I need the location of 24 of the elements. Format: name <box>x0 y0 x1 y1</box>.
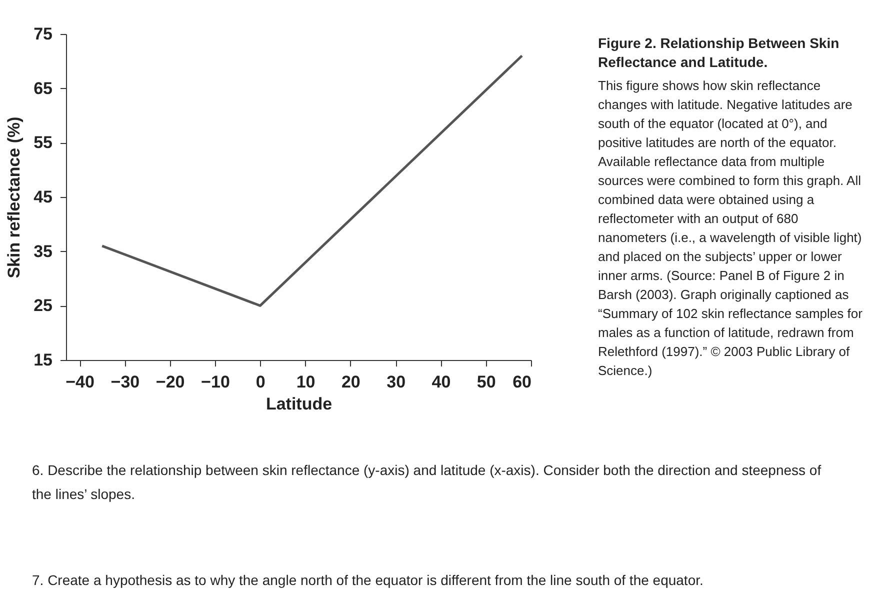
y-tick-label: 25 <box>34 296 52 316</box>
y-tick-label: 75 <box>34 24 52 44</box>
x-tick-label: 0 <box>256 372 266 392</box>
x-tick-label: −20 <box>156 372 185 392</box>
text: Figure 2. Relationship Between Skin Reflectance and Latitude. <box>598 34 840 72</box>
text: 6. Describe the relationship between skin reflectance (y-axis) and latitude (x-axis). Consider both the direction and steepness of the lines’ slopes. <box>32 461 822 504</box>
y-tick-label: 15 <box>34 350 52 370</box>
x-tick-label: −10 <box>201 372 230 392</box>
y-tick-label: 35 <box>34 242 52 261</box>
y-axis-title: Skin reflectance (%) <box>4 116 24 278</box>
y-tick-label: 55 <box>34 133 52 152</box>
y-tick-label: 45 <box>34 188 52 206</box>
text: This figure shows how skin reflectance changes with latitude. Negative latitudes are south of the equator (located at 0°), and positive latitudes are north of the equator. Available reflectance data from multiple sources were combined to form this graph. All combined data were obtained using a reflectometer with an output of 680 nanometers (i.e., a wavelength of visible light) and placed on the subjects’ upper or lower inner arms. (Source: Panel B of Figure 2 in Barsh (2003). Graph originally captioned as “Summary of 102 skin reflectance samples for males as a function of latitude, redrawn from Relethford (1997).” © 2003 Public Library of Science.) <box>598 78 862 378</box>
y-tick-label: 65 <box>34 78 52 98</box>
x-axis-title: Latitude <box>266 394 332 414</box>
x-tick-label: 60 <box>512 372 532 392</box>
x-tick-label: 10 <box>296 372 316 392</box>
x-tick-label: 20 <box>341 372 360 392</box>
x-tick-label: 30 <box>386 372 406 392</box>
x-tick-label: −30 <box>110 372 140 392</box>
x-tick-label: 40 <box>432 372 451 392</box>
text: 7. Create a hypothesis as to why the angle north of the equator is different from the line south of the equator. <box>32 571 704 590</box>
x-tick-label: −40 <box>66 372 94 392</box>
x-tick-label: 50 <box>476 372 496 392</box>
